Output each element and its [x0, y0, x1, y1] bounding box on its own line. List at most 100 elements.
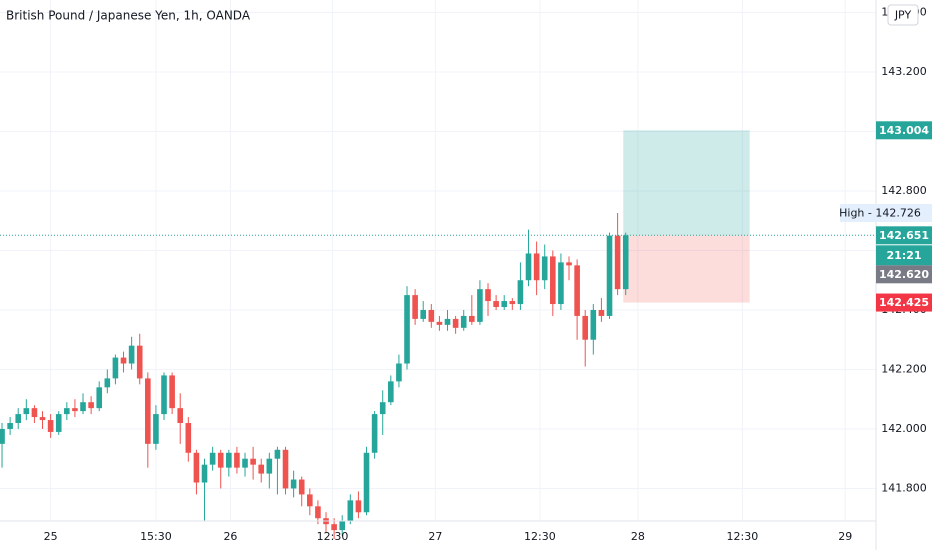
candle-body — [266, 458, 273, 474]
candle-body — [606, 235, 613, 316]
candle-body — [452, 318, 459, 328]
candle-body — [396, 363, 402, 382]
candle-body — [31, 408, 38, 418]
candle-body — [307, 494, 313, 507]
candle-body — [128, 345, 135, 364]
candle-body — [72, 408, 78, 412]
candle-body — [428, 309, 435, 322]
y-tick-label: 142.000 — [881, 422, 927, 435]
candle-body — [55, 414, 62, 432]
x-tick-label: 25 — [44, 530, 58, 543]
candle-body — [598, 309, 605, 316]
candle-body — [201, 464, 208, 483]
countdown-label: 21:21 — [886, 249, 921, 262]
price-tag-label: 142.620 — [879, 268, 929, 281]
candle-body — [420, 309, 427, 319]
candle-body — [444, 318, 451, 325]
x-tick-label: 12:30 — [524, 530, 556, 543]
candle-body — [153, 414, 159, 444]
candle-body — [177, 408, 184, 424]
price-tag — [840, 203, 932, 222]
candle-body — [0, 428, 5, 444]
y-tick-label: 142.200 — [881, 362, 927, 375]
candle-body — [169, 375, 175, 409]
candle-body — [282, 449, 289, 489]
candle-body — [120, 357, 127, 364]
price-tag-label: 142.651 — [879, 229, 929, 242]
candle-body — [509, 301, 516, 305]
candle-body — [331, 524, 337, 531]
candle-body — [23, 408, 30, 415]
plot — [0, 130, 876, 540]
candle-body — [566, 262, 572, 266]
x-tick-label: 28 — [631, 530, 645, 543]
candle-body — [339, 521, 346, 531]
price-tag-label: 142.425 — [879, 296, 929, 309]
currency-button[interactable] — [887, 4, 919, 26]
price-tag — [876, 265, 932, 284]
currency-label[interactable]: JPY — [894, 9, 912, 22]
countdown-tag — [876, 245, 932, 266]
candle-body — [412, 295, 418, 319]
candle-body — [193, 452, 200, 483]
candle-body — [590, 309, 597, 340]
price-tag — [876, 121, 932, 140]
candle-body — [290, 479, 297, 489]
candle-body — [485, 289, 491, 302]
price-tags: 143.004 High - 142.726 142.651 21:21 142.620… — [839, 121, 932, 312]
candle-body — [88, 402, 94, 409]
candle-body — [533, 253, 540, 281]
candle-body — [558, 262, 564, 305]
candle-body — [355, 500, 362, 513]
candle-body — [145, 378, 151, 444]
candle-body — [104, 378, 111, 388]
y-tick-label: 143.200 — [881, 65, 927, 78]
candle-body — [112, 357, 119, 379]
candle-body — [574, 265, 580, 316]
candle-body — [161, 375, 167, 415]
candle-body — [477, 289, 483, 322]
candle-body — [217, 452, 224, 468]
candle-body — [7, 423, 13, 429]
x-tick-label: 27 — [428, 530, 442, 543]
stop-zone — [623, 235, 750, 303]
candle-body — [47, 420, 54, 432]
price-tag — [876, 226, 932, 245]
x-tick-label: 12:30 — [317, 530, 349, 543]
candle-body — [379, 402, 386, 415]
candle-body — [258, 464, 265, 474]
profit-zone — [623, 130, 750, 236]
x-tick-label: 12:30 — [727, 530, 759, 543]
candle-body — [404, 295, 410, 364]
price-tag — [876, 293, 932, 312]
y-tick-label: 141.800 — [881, 481, 927, 494]
candle-body — [274, 449, 281, 459]
candle-body — [436, 321, 443, 325]
candle-body — [15, 414, 22, 424]
candle-body — [234, 452, 240, 468]
chart-title: British Pound / Japanese Yen, 1h, OANDA — [6, 9, 251, 23]
candle-body — [136, 345, 143, 379]
candle-body — [315, 506, 321, 519]
candle-body — [363, 452, 370, 513]
candle-body — [525, 253, 532, 281]
candle-body — [541, 256, 548, 281]
candle-body — [347, 500, 354, 522]
grid — [0, 0, 876, 521]
candle-body — [242, 458, 248, 468]
candle-body — [614, 235, 621, 290]
candle-body — [388, 381, 394, 403]
x-tick-label: 26 — [223, 530, 237, 543]
x-tick-label: 15:30 — [140, 530, 172, 543]
candle-body — [96, 387, 103, 409]
candle-body — [250, 458, 256, 465]
candle-body — [371, 414, 378, 453]
candle-body — [582, 315, 589, 340]
candle-body — [460, 315, 467, 328]
y-tick-label: 142.800 — [881, 184, 927, 197]
candle-body — [80, 402, 86, 412]
candle-body — [39, 417, 46, 421]
price-tag-label: High - 142.726 — [839, 206, 921, 219]
